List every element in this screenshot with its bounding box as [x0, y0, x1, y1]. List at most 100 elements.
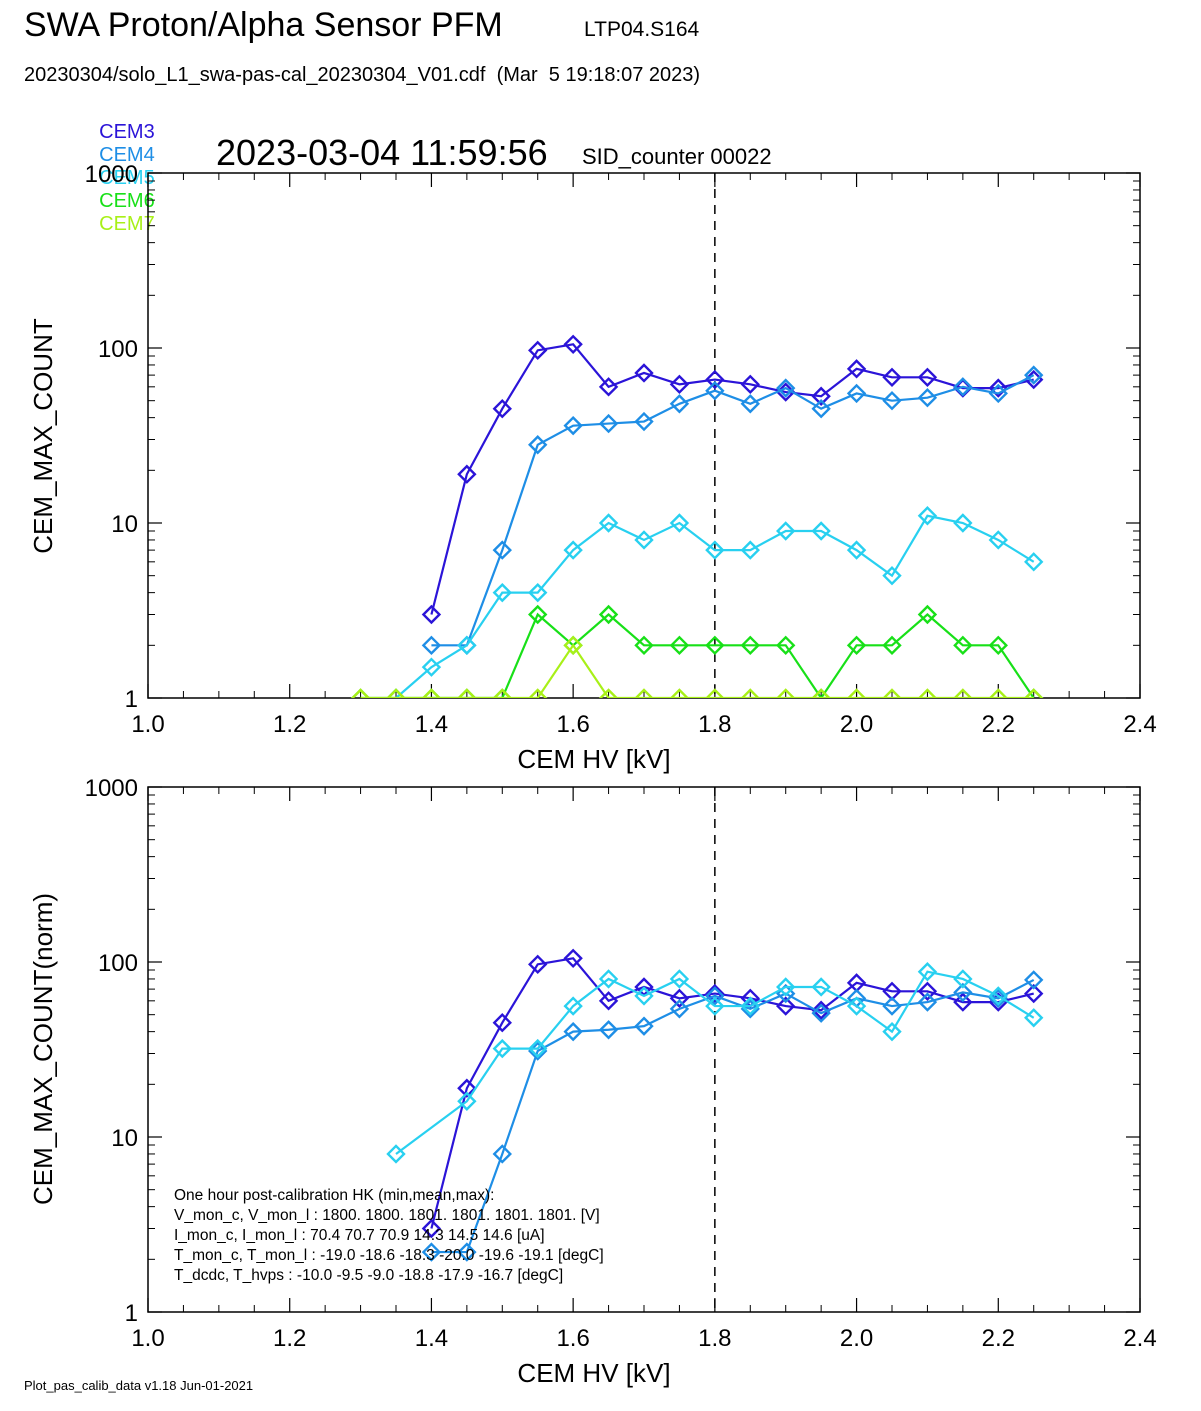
data-point — [811, 386, 831, 406]
x-tick-label: 1.0 — [131, 711, 164, 738]
data-point — [528, 954, 548, 975]
data-point — [811, 521, 831, 541]
data-point — [598, 688, 619, 698]
data-point — [917, 604, 938, 625]
data-point — [1024, 365, 1044, 385]
series-cem5 — [353, 506, 1044, 718]
data-point — [528, 604, 548, 625]
data-point — [669, 513, 690, 533]
plot-area — [350, 334, 1044, 718]
data-point — [528, 582, 548, 603]
legend-entry-cem3: CEM3 — [99, 121, 155, 143]
data-point — [988, 988, 1008, 1009]
legend: CEM3 CEM4 CEM5 CEM6 CEM7 — [88, 98, 167, 236]
x-tick-label: 1.0 — [131, 1325, 164, 1352]
data-point — [492, 688, 512, 698]
data-point — [563, 415, 583, 436]
data-point — [421, 1218, 442, 1239]
data-point — [563, 948, 583, 968]
data-point — [988, 986, 1008, 1006]
data-point — [917, 506, 938, 526]
data-point — [846, 635, 867, 656]
data-point — [457, 464, 477, 484]
data-point — [740, 374, 760, 395]
data-point — [457, 1078, 477, 1098]
data-point — [705, 635, 725, 656]
data-point — [563, 334, 583, 354]
data-point — [353, 702, 369, 718]
data-point — [1024, 1008, 1044, 1028]
chart-2: 1.0 1.2 1.4 1.6 1.8 2.0 2.2 2.4 1 10 100 1000 CEM HV… — [28, 775, 1157, 1388]
page-subtitle: LTP04.S164 — [584, 18, 700, 41]
series-cem3 — [421, 334, 1044, 625]
data-point — [917, 981, 938, 1002]
series-cem5 — [386, 962, 1044, 1164]
series-cem4 — [421, 365, 1044, 656]
y-tick-label: 100 — [98, 336, 138, 363]
data-point — [598, 991, 619, 1011]
data-point — [528, 688, 548, 698]
data-point — [634, 363, 654, 383]
x-axis-label: CEM HV [kV] — [517, 1358, 670, 1388]
series-line-cem6 — [360, 612, 1035, 698]
data-point — [882, 1021, 902, 1042]
data-point — [882, 565, 902, 586]
footer-version: Plot_pas_calib_data v1.18 Jun-01-2021 — [24, 1378, 254, 1393]
data-point — [563, 1021, 583, 1042]
data-point — [740, 540, 760, 560]
x-tick-label: 1.4 — [415, 711, 448, 738]
data-point — [846, 688, 867, 698]
y-tick-label: 1 — [125, 1300, 138, 1327]
data-point — [421, 635, 442, 656]
data-point — [740, 688, 760, 698]
data-point — [811, 398, 831, 419]
data-point — [953, 513, 973, 533]
data-point — [492, 540, 512, 560]
data-point — [776, 378, 796, 398]
data-point — [634, 688, 654, 698]
data-point — [634, 986, 654, 1006]
data-point — [492, 1144, 512, 1164]
y-tick-label: 1000 — [85, 161, 138, 188]
x-tick-label: 2.0 — [840, 1325, 873, 1352]
data-point — [421, 1242, 442, 1262]
data-point — [988, 383, 1008, 404]
data-point — [457, 1242, 477, 1262]
data-point — [669, 999, 690, 1019]
x-tick-label: 2.2 — [982, 711, 1015, 738]
data-point — [421, 657, 442, 677]
data-point — [988, 378, 1008, 398]
data-point — [882, 688, 902, 698]
data-point — [882, 996, 902, 1016]
data-point — [705, 381, 725, 401]
hk-annotation-line: I_mon_c, I_mon_l : 70.4 70.7 70.9 14.3 1… — [174, 1227, 545, 1244]
data-point — [953, 688, 973, 698]
data-point — [634, 1016, 654, 1036]
series-line-cem3 — [430, 343, 1034, 615]
x-tick-label: 1.2 — [273, 711, 306, 738]
data-point — [350, 688, 371, 698]
data-point — [492, 1038, 512, 1059]
data-point — [740, 996, 760, 1016]
x-tick-label: 2.4 — [1123, 1325, 1156, 1352]
data-point — [846, 359, 867, 379]
data-point — [457, 1091, 477, 1111]
plot-frame — [147, 172, 1141, 699]
data-point — [492, 582, 512, 603]
data-point — [634, 530, 654, 550]
series-cem3 — [421, 948, 1044, 1239]
data-point — [598, 377, 619, 397]
series-line-cem7 — [360, 643, 1034, 698]
data-point — [598, 413, 619, 434]
hk-annotation: One hour post-calibration HK (min,mean,m… — [174, 1187, 604, 1284]
legend-entry-cem7: CEM7 — [99, 213, 155, 235]
y-tick-label: 1000 — [85, 775, 138, 802]
x-axis-label: CEM HV [kV] — [517, 744, 670, 774]
data-point — [988, 530, 1008, 550]
y-tick-label: 10 — [111, 1125, 138, 1152]
x-tick-label: 1.8 — [698, 1325, 731, 1352]
data-point — [669, 688, 690, 698]
legend-entry-cem4: CEM4 — [99, 144, 155, 166]
data-point — [988, 688, 1008, 698]
